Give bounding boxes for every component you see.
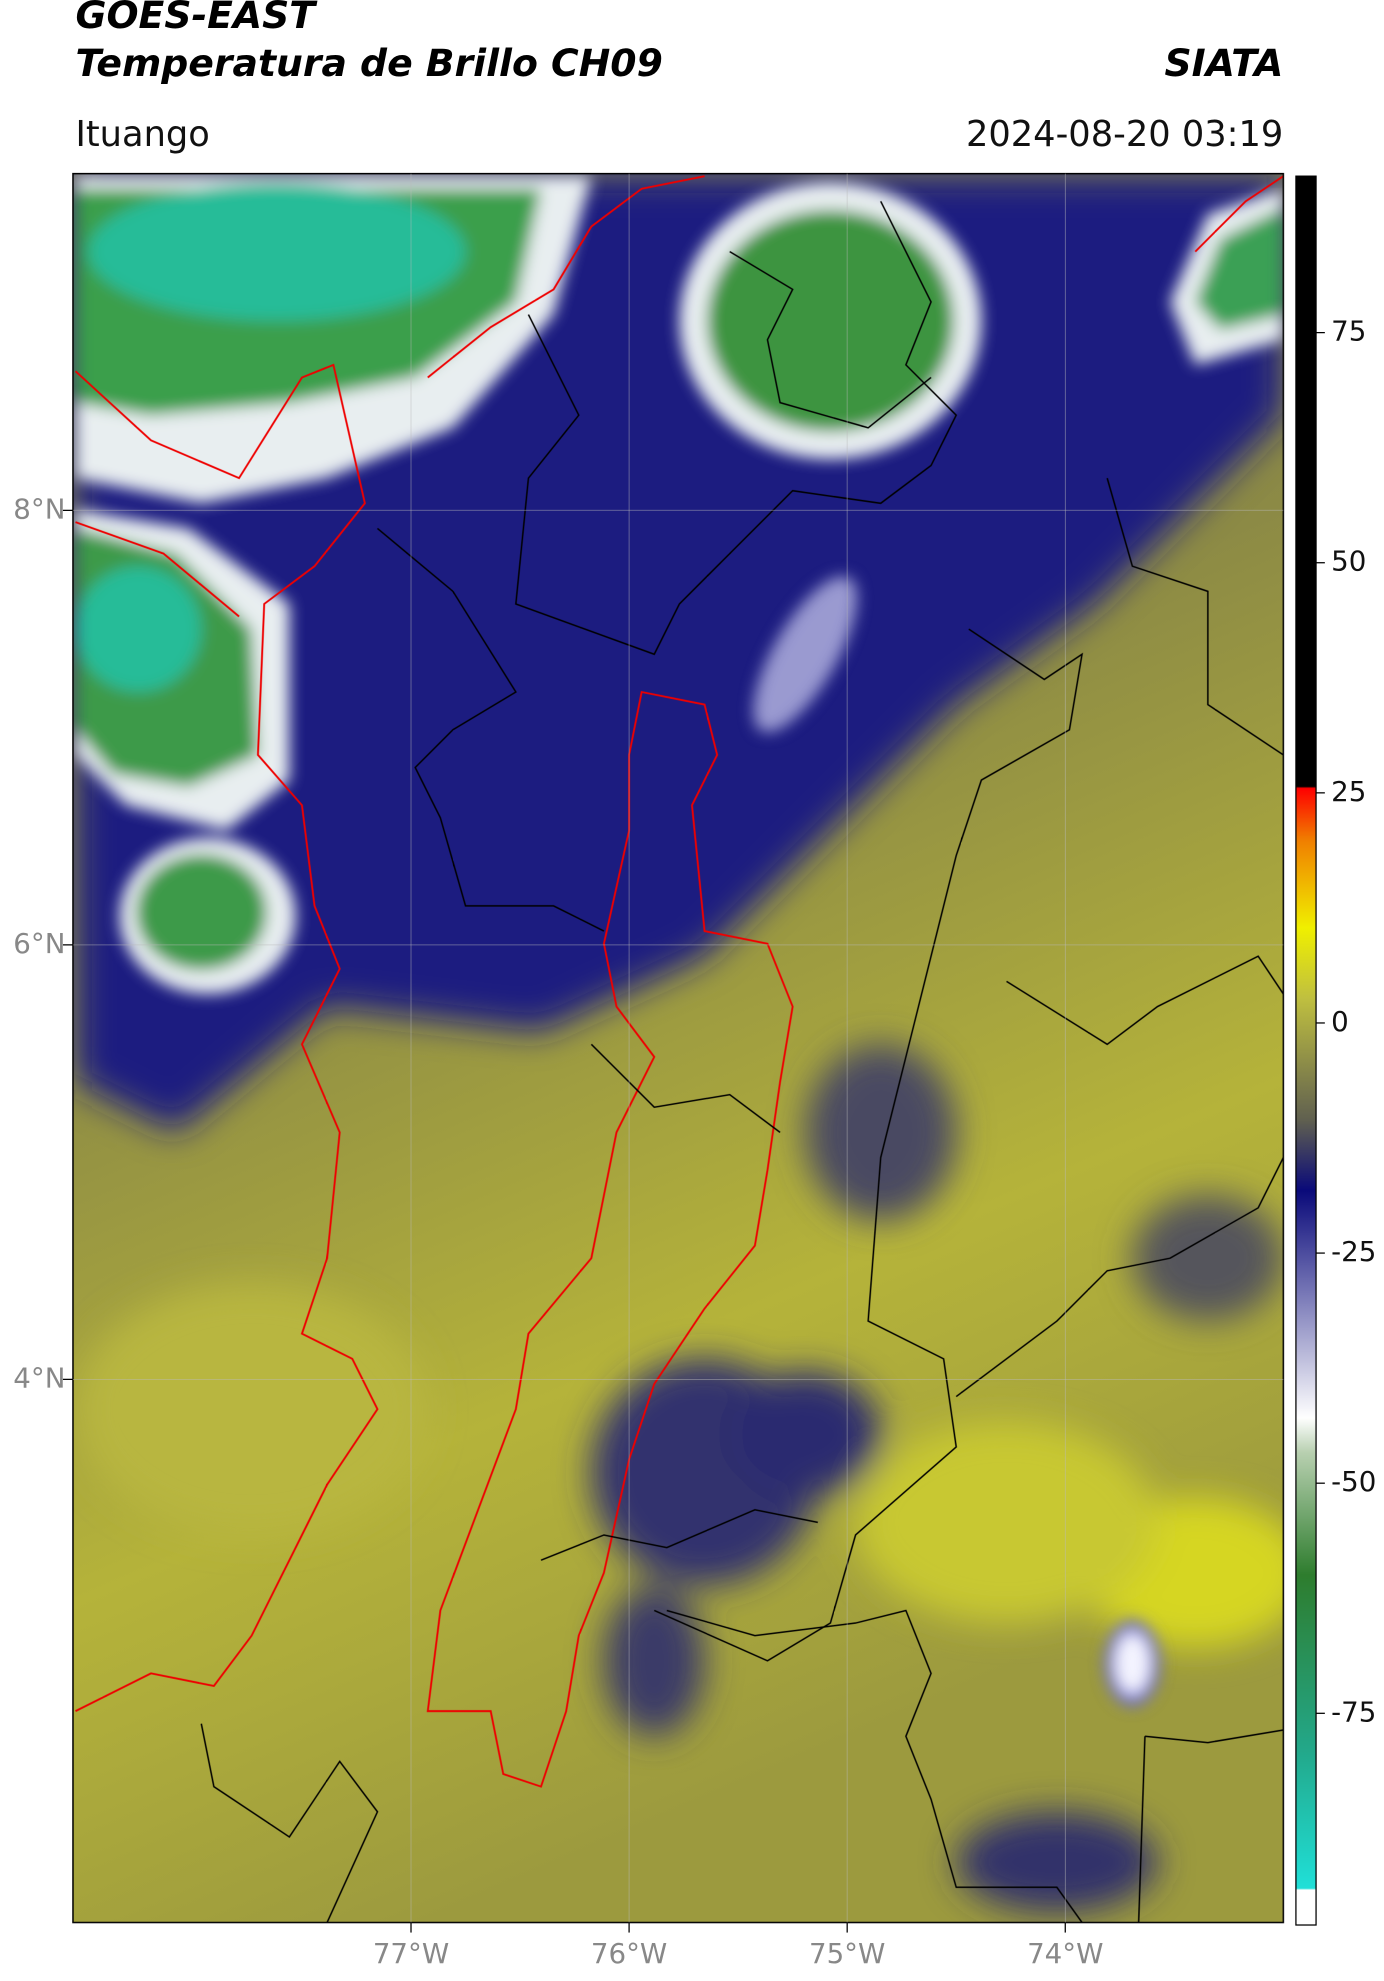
colorbar-tick-label: 0 <box>1331 1005 1349 1038</box>
colorbar-tick-label: -75 <box>1331 1695 1376 1728</box>
map-frame <box>72 172 1285 1924</box>
location: Ituango <box>75 114 209 155</box>
borders <box>200 200 1284 1923</box>
datetime: 2024-08-20 03:19 <box>966 114 1283 155</box>
colorbar-tick-label: -25 <box>1331 1235 1376 1268</box>
source: SIATA <box>1165 41 1284 85</box>
x-tick-label: 75°W <box>809 1937 885 1970</box>
x-tick-label: 77°W <box>373 1937 449 1970</box>
y-tick-label: 4°N <box>13 1361 65 1394</box>
satellite-image <box>72 173 1284 1923</box>
x-tick-label: 76°W <box>591 1937 667 1970</box>
colorbar-tick-label: 75 <box>1331 315 1366 348</box>
colorbar <box>1295 175 1317 1926</box>
y-tick-label: 8°N <box>13 492 65 525</box>
colorbar-tick-label: 50 <box>1331 545 1366 578</box>
colorbar-tick-label: 25 <box>1331 775 1366 808</box>
x-tick-label: 74°W <box>1027 1937 1103 1970</box>
colorbar-tick-label: -50 <box>1331 1465 1376 1498</box>
outline-red <box>74 175 1284 1788</box>
subtitle: Temperatura de Brillo CH09 <box>75 41 662 85</box>
y-tick-label: 6°N <box>13 927 65 960</box>
title: GOES-EAST <box>75 0 318 37</box>
